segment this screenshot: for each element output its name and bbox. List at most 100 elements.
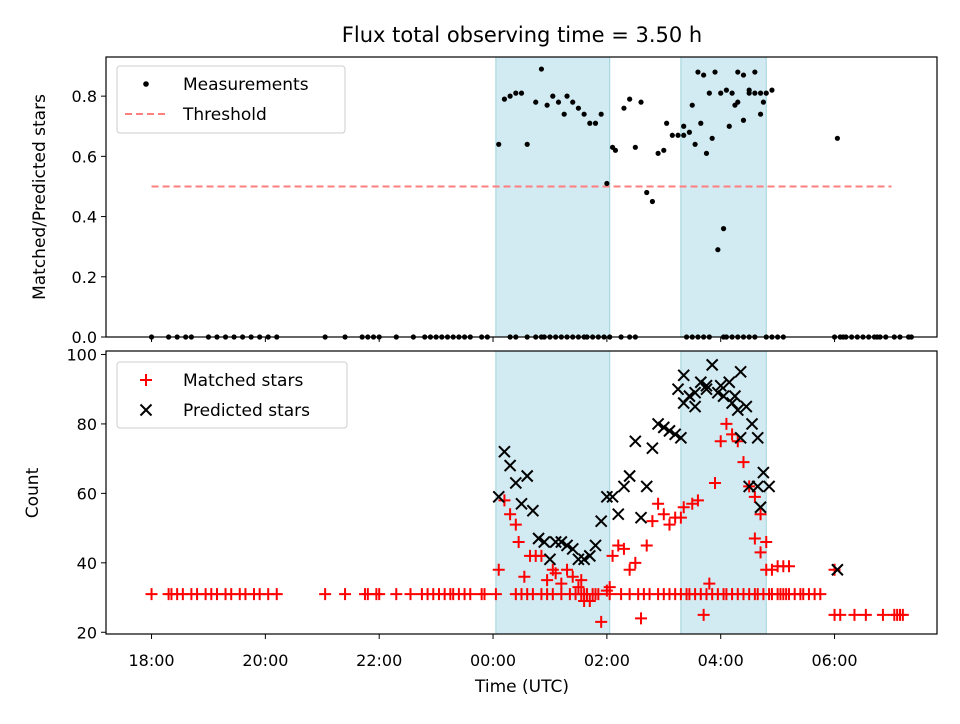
measurement-point (897, 334, 903, 340)
measurement-point (780, 334, 786, 340)
measurement-point (718, 90, 724, 96)
measurement-point (746, 334, 752, 340)
y-tick-label: 60 (77, 484, 97, 503)
y-tick-label: 0.4 (72, 208, 97, 227)
measurement-point (581, 111, 587, 117)
measurement-point (507, 93, 513, 99)
measurement-point (564, 334, 570, 340)
x-tick-label: 02:00 (584, 651, 630, 670)
measurement-point (479, 334, 485, 340)
measurement-point (231, 334, 237, 340)
predicted-star-point (688, 400, 702, 413)
predicted-star-point (509, 476, 523, 490)
matched-star-point (595, 615, 608, 628)
y-tick-label: 0.2 (72, 268, 97, 287)
measurement-point (618, 334, 624, 340)
measurement-point (706, 334, 712, 340)
measurement-point (570, 334, 576, 340)
measurement-point (370, 334, 377, 340)
matched-star-point (549, 567, 562, 580)
matched-star-point (492, 563, 505, 576)
predicted-star-point (583, 549, 597, 563)
legend-label-predicted: Predicted stars (183, 401, 310, 421)
measurement-point (740, 117, 747, 123)
measurement-point (712, 69, 718, 75)
y-tick-label: 0.0 (72, 328, 97, 347)
measurement-point (632, 334, 638, 340)
measurement-point (575, 105, 582, 111)
matched-star-point (703, 577, 716, 590)
matched-star-point (270, 588, 283, 601)
measurement-point (188, 334, 194, 340)
matched-star-point (848, 608, 861, 621)
predicted-star-point (492, 490, 505, 504)
predicted-star-point (668, 428, 682, 441)
matched-star-point (498, 494, 511, 507)
matched-star-point (339, 588, 352, 601)
predicted-star-point (515, 497, 528, 510)
measurement-point (410, 334, 416, 340)
measurement-point (627, 334, 633, 340)
measurement-point (715, 247, 721, 253)
measurement-point (359, 334, 365, 340)
measurement-point (908, 334, 914, 340)
measurement-point (661, 147, 667, 153)
predicted-star-point (503, 459, 517, 472)
predicted-star-point (754, 501, 767, 514)
y-tick-label: 40 (77, 554, 97, 573)
matched-star-point (617, 542, 630, 555)
predicted-star-point (634, 511, 648, 524)
measurement-point (664, 120, 670, 126)
measurement-point (587, 120, 593, 126)
measurement-point (518, 90, 525, 96)
measurement-point (723, 87, 730, 93)
predicted-star-point (640, 480, 653, 493)
measurement-point (590, 334, 596, 340)
matched-star-point (583, 595, 596, 608)
matched-star-point (373, 588, 386, 601)
predicted-star-point (677, 369, 690, 382)
predicted-star-point (705, 358, 719, 372)
measurement-point (757, 90, 764, 96)
measurement-point (763, 90, 769, 96)
measurement-point (746, 87, 752, 93)
predicted-star-point (831, 563, 844, 576)
predicted-star-point (657, 421, 671, 434)
measurement-point (248, 334, 254, 340)
measurement-point (612, 147, 619, 153)
measurement-point (689, 102, 695, 108)
measurement-point (695, 334, 701, 340)
measurement-point (533, 334, 539, 340)
chart-title: Flux total observing time = 3.50 h (342, 23, 702, 47)
measurement-point (686, 129, 693, 135)
matched-star-point (606, 549, 619, 562)
measurement-point (735, 69, 741, 75)
measurement-point (649, 198, 656, 205)
measurement-point (393, 334, 399, 340)
y-tick-label: 0.8 (72, 87, 97, 106)
predicted-star-point (629, 435, 642, 448)
measurement-point (669, 132, 675, 138)
measurement-point (740, 72, 747, 78)
measurement-point (681, 132, 687, 138)
matched-star-point (464, 588, 477, 601)
matched-star-point (555, 577, 568, 590)
matched-star-point (319, 588, 332, 601)
measurement-point (692, 141, 698, 147)
matched-star-point (876, 608, 889, 621)
y-tick-label: 20 (77, 623, 97, 642)
predicted-star-point (740, 400, 753, 413)
x-tick-label: 04:00 (698, 651, 744, 670)
measurement-point (322, 334, 328, 340)
predicted-star-point (734, 365, 747, 379)
predicted-star-point (734, 431, 747, 445)
predicted-star-point (646, 442, 659, 455)
measurement-point (541, 334, 547, 340)
measurement-point (456, 334, 462, 340)
matched-star-point (783, 560, 796, 573)
measurement-point (533, 99, 539, 105)
measurement-point (695, 69, 701, 75)
predicted-star-point (538, 535, 551, 549)
measurement-point (627, 96, 633, 102)
